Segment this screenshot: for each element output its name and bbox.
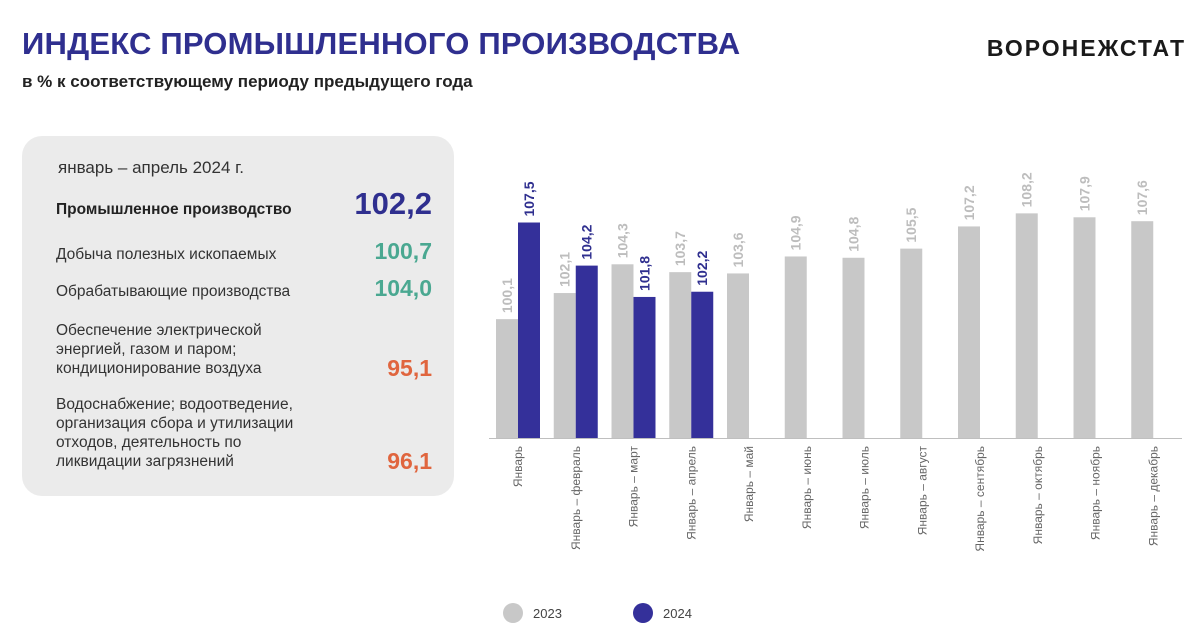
category-label-2: Январь – февраль	[569, 446, 583, 550]
bar-2023-4	[669, 272, 692, 438]
data-label-2024-4: 102,2	[694, 250, 710, 285]
legend-label-2023: 2023	[533, 605, 562, 621]
page-subtitle: в % к соответствующему периоду предыдуще…	[22, 72, 473, 91]
row-value-water-supply: 96,1	[387, 448, 432, 474]
row-value-energy-supply: 95,1	[387, 355, 432, 381]
data-label-2024-2: 104,2	[579, 224, 595, 259]
legend-item-2023: 2023	[503, 603, 562, 623]
category-label-10: Январь – октябрь	[1031, 446, 1045, 544]
bar-2024-2	[575, 265, 598, 438]
bar-2023-11	[1073, 217, 1096, 438]
data-label-2024-1: 107,5	[521, 181, 537, 216]
data-label-2023-7: 104,8	[846, 217, 862, 252]
summary-period: январь – апрель 2024 г.	[58, 158, 244, 177]
legend-label-2024: 2024	[663, 605, 692, 621]
bar-2023-8	[900, 248, 923, 438]
category-label-12: Январь – декабрь	[1146, 446, 1160, 546]
category-label-5: Январь – май	[742, 446, 756, 522]
row-label-manufacturing: Обрабатывающие производства	[56, 283, 291, 300]
industrial-index-bar-chart: 100,1 107,5 Январь 102,1 104,2 Январь – февра…	[489, 172, 1182, 552]
row-value-manufacturing: 104,0	[374, 275, 432, 301]
data-label-2023-1: 100,1	[499, 278, 515, 313]
bar-2023-10	[1015, 213, 1038, 438]
data-label-2023-5: 103,6	[730, 232, 746, 267]
legend-swatch-2023	[503, 603, 523, 623]
bar-2023-3	[611, 264, 634, 438]
bar-2023-5	[727, 273, 749, 438]
category-label-3: Январь – март	[627, 446, 641, 528]
row-value-mining: 100,7	[374, 238, 432, 264]
bar-2024-3	[633, 296, 656, 438]
data-label-2023-12: 107,6	[1134, 180, 1150, 215]
category-label-1: Январь	[511, 446, 525, 487]
data-label-2023-3: 104,3	[615, 223, 631, 258]
bar-2023-1	[496, 319, 518, 438]
row-value-industrial-production: 102,2	[354, 186, 432, 221]
legend-item-2024: 2024	[633, 603, 692, 623]
data-label-2023-8: 105,5	[903, 207, 919, 242]
category-label-6: Январь – июнь	[800, 446, 814, 529]
bar-2023-9	[958, 226, 980, 438]
row-label-water-supply: Водоснабжение; водоотведение, организаци…	[56, 396, 294, 470]
row-label-energy-supply: Обеспечение электрической энергией, газо…	[56, 322, 262, 377]
page-title: ИНДЕКС ПРОМЫШЛЕННОГО ПРОИЗВОДСТВА	[22, 26, 741, 61]
brand-logo-text: ВОРОНЕЖСТАТ	[986, 35, 1186, 61]
bar-2023-12	[1131, 221, 1154, 438]
data-label-2023-9: 107,2	[961, 185, 977, 220]
bar-2023-2	[553, 293, 576, 438]
data-label-2023-6: 104,9	[788, 215, 804, 250]
bar-2023-6	[784, 256, 807, 438]
data-label-2023-11: 107,9	[1077, 176, 1093, 211]
row-label-mining: Добыча полезных ископаемых	[56, 246, 277, 263]
bar-2024-1	[518, 222, 540, 438]
category-label-11: Январь – ноябрь	[1089, 446, 1103, 540]
category-label-7: Январь – июль	[858, 446, 872, 529]
category-label-8: Январь – август	[915, 446, 929, 536]
summary-panel: январь – апрель 2024 г. Промышленное про…	[22, 136, 454, 496]
legend-swatch-2024	[633, 603, 653, 623]
row-label-industrial-production: Промышленное производство	[56, 201, 292, 218]
category-label-4: Январь – апрель	[684, 446, 698, 540]
data-label-2023-2: 102,1	[557, 252, 573, 287]
category-label-9: Январь – сентябрь	[973, 446, 987, 552]
data-label-2024-3: 101,8	[637, 256, 653, 291]
data-label-2023-10: 108,2	[1019, 172, 1035, 207]
data-label-2023-4: 103,7	[672, 231, 688, 266]
bar-2023-7	[842, 257, 865, 438]
bar-2024-4	[691, 291, 714, 438]
